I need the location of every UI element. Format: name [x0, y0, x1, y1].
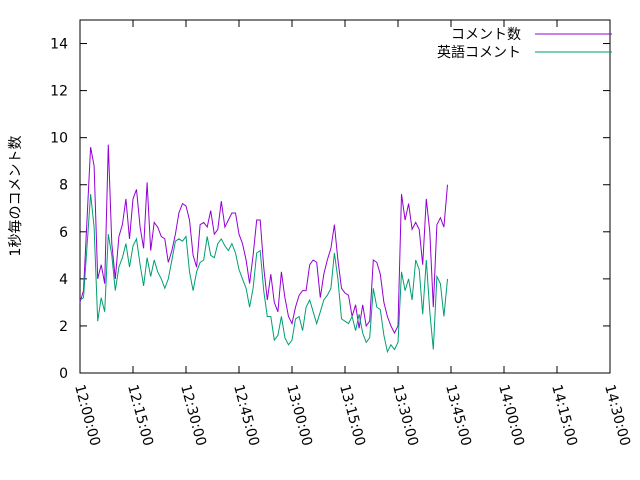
x-tick-label: 12:15:00 — [124, 383, 156, 448]
y-tick-label: 8 — [59, 178, 68, 194]
x-tick-label: 12:30:00 — [177, 383, 209, 448]
y-axis-label: 1秒毎のコメント数 — [8, 136, 24, 257]
plot-frame — [79, 19, 611, 374]
x-tick-label: 13:15:00 — [336, 383, 368, 448]
x-axis-ticks: 12:00:00 12:15:00 12:30:00 12:45:00 13:00:00… — [71, 20, 633, 448]
x-tick-label: 14:00:00 — [495, 383, 527, 448]
x-tick-label: 14:15:00 — [548, 383, 580, 448]
series-layer — [79, 144, 448, 354]
y-axis-ticks: 0 2 4 6 8 10 12 14 — [50, 37, 610, 382]
x-tick-label: 13:30:00 — [389, 383, 421, 448]
x-tick-label: 13:45:00 — [442, 383, 474, 448]
y-tick-label: 12 — [50, 84, 68, 100]
y-tick-label: 0 — [59, 366, 68, 382]
series-line-2 — [79, 194, 448, 354]
y-tick-label: 6 — [59, 225, 68, 241]
y-tick-label: 10 — [50, 131, 68, 147]
legend-label-1: コメント数 — [451, 27, 521, 43]
legend-label-2: 英語コメント — [437, 44, 521, 61]
x-tick-label: 12:45:00 — [230, 383, 262, 448]
y-tick-label: 2 — [59, 319, 68, 335]
y-tick-label: 4 — [59, 272, 68, 288]
x-tick-label: 12:00:00 — [71, 383, 103, 448]
x-tick-label: 14:30:00 — [601, 383, 633, 448]
series-line-1 — [79, 144, 448, 335]
x-tick-label: 13:00:00 — [283, 383, 315, 448]
y-tick-label: 14 — [50, 37, 68, 53]
